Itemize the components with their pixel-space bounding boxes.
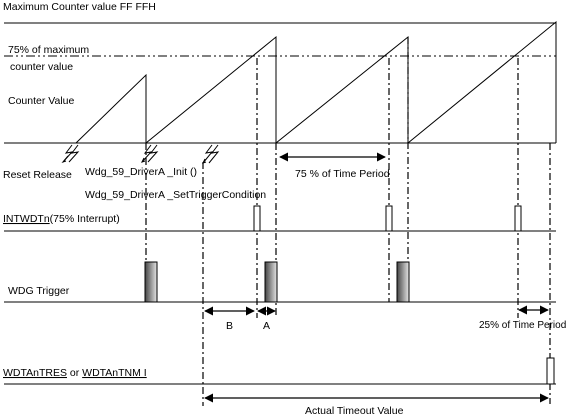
counter-ramp-2 (145, 35, 277, 144)
wdg-trigger-label: WDG Trigger (8, 285, 70, 297)
lightning-icon (61, 144, 80, 164)
counter-ramp-4 (407, 20, 557, 144)
trigger-pulse (264, 261, 278, 303)
reset-release-label: Reset Release (3, 169, 72, 181)
pct75-label-line2: counter value (10, 61, 73, 73)
wdtantnmi-name: WDTAnTNM I (82, 367, 147, 379)
pct75-label-line1: 75% of maximum (8, 44, 89, 56)
interrupt-pulse (253, 205, 261, 232)
max-counter-label: Maximum Counter value FF FFH (3, 1, 156, 13)
counter-ramp-3 (275, 35, 409, 144)
driver-init-label: Wdg_59_DriverA _Init () (85, 166, 197, 178)
wdtanres-label: WDTAnTRES or WDTAnTNM I (3, 367, 147, 379)
a-label: A (263, 320, 270, 332)
lightning-icon (202, 144, 220, 164)
lightning-icon (141, 144, 159, 163)
intwdt-label: INTWDTn(75% Interrupt) (3, 213, 120, 225)
intwdt-suffix: (75% Interrupt) (50, 213, 120, 225)
wdtanres-or: or (67, 367, 82, 379)
interrupt-pulse (385, 205, 393, 232)
actual-timeout-label: Actual Timeout Value (305, 405, 404, 417)
wdtanres-name: WDTAnTRES (3, 367, 67, 379)
counter-sawtooth (75, 20, 557, 144)
trigger-pulse (396, 261, 410, 303)
reset-output-pulse (546, 357, 555, 385)
counter-ramp-1 (75, 73, 147, 144)
intwdt-prefix: INTWDTn (3, 213, 50, 225)
trigger-pulse (144, 261, 158, 303)
counter-value-label: Counter Value (8, 95, 75, 107)
b-label: B (226, 320, 233, 332)
pct75-period-label: 75 % of Time Period (295, 168, 390, 180)
interrupt-pulse (514, 205, 522, 232)
set-trigger-label: Wdg_59_DriverA _SetTriggerCondition (85, 189, 266, 201)
pct25-period-label: 25% of Time Period (479, 320, 566, 331)
